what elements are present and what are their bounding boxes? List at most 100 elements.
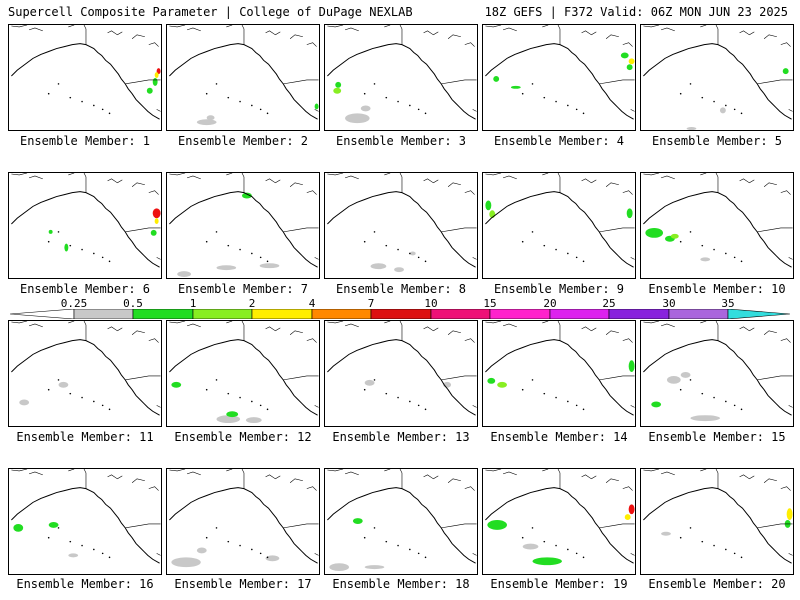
island-dot <box>397 396 399 399</box>
island-dot <box>373 527 376 529</box>
color-legend-tick-label: 15 <box>483 297 497 310</box>
scp-contour-blob <box>345 113 370 124</box>
color-legend-bar <box>10 309 790 319</box>
island-dot <box>81 396 83 399</box>
island-dot <box>740 556 743 559</box>
island-dot <box>713 100 715 103</box>
island-dot <box>363 92 366 95</box>
border-line <box>399 321 403 341</box>
scp-contour-blob <box>259 263 280 269</box>
ensemble-member-map-5 <box>640 24 794 131</box>
scp-contour-blob <box>48 229 53 234</box>
island-dot <box>713 248 715 251</box>
scp-contour-blob <box>532 557 562 566</box>
border-line <box>485 173 633 195</box>
island-dot <box>205 388 208 391</box>
island-dot <box>543 540 546 543</box>
scp-contour-blob <box>680 372 691 378</box>
island-dot <box>266 556 269 559</box>
scp-contour-blob <box>786 508 793 521</box>
border-line <box>125 375 161 381</box>
scp-contour-blob <box>686 127 697 130</box>
island-dot <box>567 252 569 255</box>
color-legend-tick-label: 0.25 <box>60 297 88 310</box>
island-dot <box>259 552 262 555</box>
color-legend-tick-label: 20 <box>543 297 557 310</box>
scp-contour-blob <box>48 521 59 528</box>
map-canvas <box>169 173 319 278</box>
island-dot <box>101 552 104 555</box>
scp-contour-blob <box>782 68 789 75</box>
island-dot <box>205 240 208 243</box>
border-line <box>485 469 633 491</box>
ensemble-member-map-8 <box>324 172 478 279</box>
island-dot <box>733 552 736 555</box>
map-canvas <box>643 25 793 130</box>
island-dot <box>101 404 104 407</box>
scp-contour-blob <box>690 415 720 422</box>
border-line <box>643 321 791 343</box>
border-line <box>643 469 791 491</box>
island-dot <box>409 548 411 551</box>
border-line <box>757 227 793 233</box>
island-dot <box>108 112 111 115</box>
island-dot <box>81 248 83 251</box>
map-canvas <box>169 321 319 424</box>
island-dot <box>424 556 427 559</box>
scp-contour-blob <box>171 557 201 568</box>
scp-contour-blob <box>335 81 342 88</box>
color-legend-tick-label: 10 <box>424 297 438 310</box>
scp-contour-blob <box>620 52 629 59</box>
island-dot <box>251 548 253 551</box>
scp-contour-blob <box>19 399 30 406</box>
scp-contour-blob <box>360 105 371 112</box>
map-canvas <box>643 321 793 422</box>
island-dot <box>227 96 230 99</box>
border-line <box>715 321 719 341</box>
border-line <box>283 79 319 85</box>
scp-contour-blob <box>216 265 237 271</box>
island-dot <box>47 388 50 391</box>
border-line <box>125 79 161 85</box>
island-dot <box>701 96 704 99</box>
island-dot <box>259 256 262 259</box>
ensemble-member-map-20 <box>640 468 794 575</box>
island-dot <box>69 392 72 395</box>
island-dot <box>397 100 399 103</box>
ensemble-member-label: Ensemble Member: 3 <box>335 134 467 148</box>
scp-contour-blob <box>242 192 252 199</box>
border-line <box>283 523 319 529</box>
border-line <box>169 173 317 195</box>
border-line <box>314 553 319 556</box>
island-dot <box>47 240 50 243</box>
island-dot <box>81 544 83 547</box>
border-line <box>11 469 159 491</box>
border-line <box>472 553 477 556</box>
island-dot <box>521 92 524 95</box>
ensemble-member-label: Ensemble Member: 14 <box>490 430 628 444</box>
map-canvas <box>327 173 477 273</box>
coastline <box>11 339 160 416</box>
map-canvas <box>11 25 161 120</box>
island-dot <box>733 108 736 111</box>
border-line <box>11 321 159 343</box>
scp-contour-blob <box>314 103 319 110</box>
island-dot <box>521 536 524 539</box>
scp-contour-blob <box>394 267 404 273</box>
coastline <box>169 339 318 416</box>
color-legend-segment <box>192 309 253 319</box>
scp-contour-blob <box>265 555 280 562</box>
scp-contour-blob <box>206 115 215 121</box>
island-dot <box>57 83 60 85</box>
island-dot <box>101 256 104 259</box>
island-dot <box>81 100 83 103</box>
border-line <box>630 553 635 556</box>
scp-contour-blob <box>152 208 161 219</box>
scp-contour-blob <box>626 64 633 71</box>
island-dot <box>555 100 557 103</box>
border-line <box>441 375 477 381</box>
island-dot <box>555 248 557 251</box>
island-dot <box>93 548 95 551</box>
island-dot <box>57 379 60 381</box>
color-legend-segment <box>549 309 610 319</box>
